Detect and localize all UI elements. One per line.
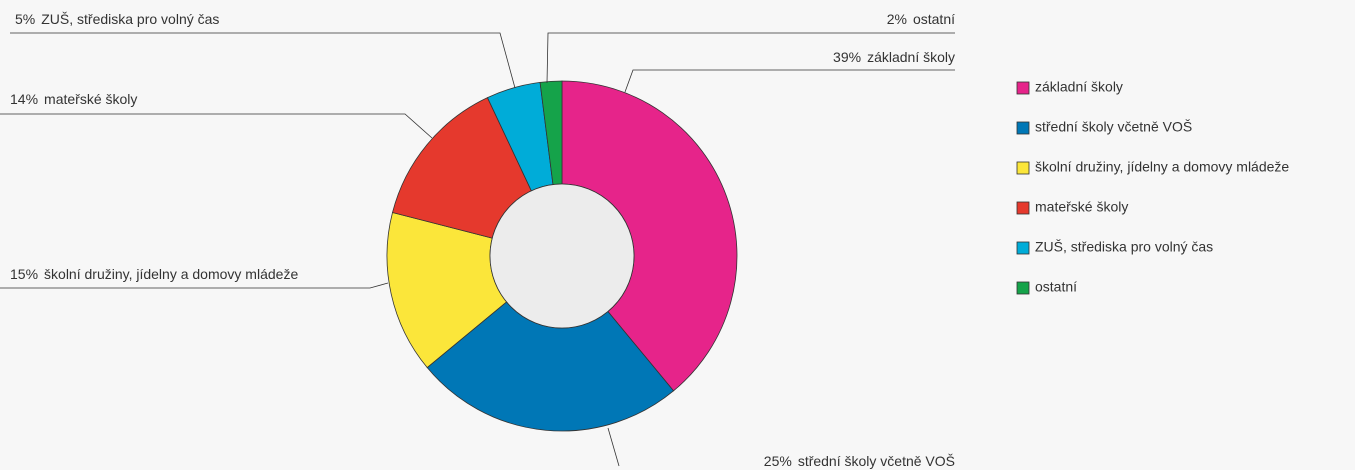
leader-line [0, 282, 389, 289]
data-label-value: 14% [10, 91, 38, 107]
legend-label: střední školy včetně VOŠ [1035, 119, 1192, 135]
data-label: 5% ZUŠ, střediska pro volný čas [15, 11, 219, 27]
legend-swatch [1016, 121, 1030, 135]
donut-hole [489, 183, 635, 329]
legend-swatch [1016, 241, 1030, 255]
leader-line [0, 113, 433, 139]
data-label: 2% ostatní [887, 11, 955, 27]
legend-label: školní družiny, jídelny a domovy mládeže [1035, 159, 1289, 175]
legend-label: ZUŠ, střediska pro volný čas [1035, 239, 1213, 255]
data-label-category: mateřské školy [44, 91, 137, 107]
leader-line [546, 32, 955, 84]
legend-swatch [1016, 81, 1030, 95]
data-label-value: 2% [887, 11, 907, 27]
legend-label: ostatní [1035, 279, 1077, 295]
data-label-value: 39% [833, 49, 861, 65]
data-label-value: 5% [15, 11, 35, 27]
data-label-category: střední školy včetně VOŠ [798, 453, 955, 469]
data-label-value: 15% [10, 266, 38, 282]
data-label: 25% střední školy včetně VOŠ [764, 453, 955, 469]
data-label: 14% mateřské školy [10, 91, 137, 107]
data-label-value: 25% [764, 453, 792, 469]
legend-swatch [1016, 161, 1030, 175]
legend-swatch [1016, 201, 1030, 215]
leader-line [607, 427, 620, 467]
data-label-category: školní družiny, jídelny a domovy mládeže [44, 266, 298, 282]
data-label-category: ostatní [913, 11, 955, 27]
data-label-category: základní školy [867, 49, 955, 65]
legend-swatch [1016, 281, 1030, 295]
data-label-category: ZUŠ, střediska pro volný čas [41, 11, 219, 27]
data-label: 15% školní družiny, jídelny a domovy mlád… [10, 266, 298, 282]
legend-label: základní školy [1035, 79, 1123, 95]
leader-line [10, 32, 516, 89]
leader-line [624, 69, 955, 93]
legend-label: mateřské školy [1035, 199, 1128, 215]
data-label: 39% základní školy [833, 49, 955, 65]
